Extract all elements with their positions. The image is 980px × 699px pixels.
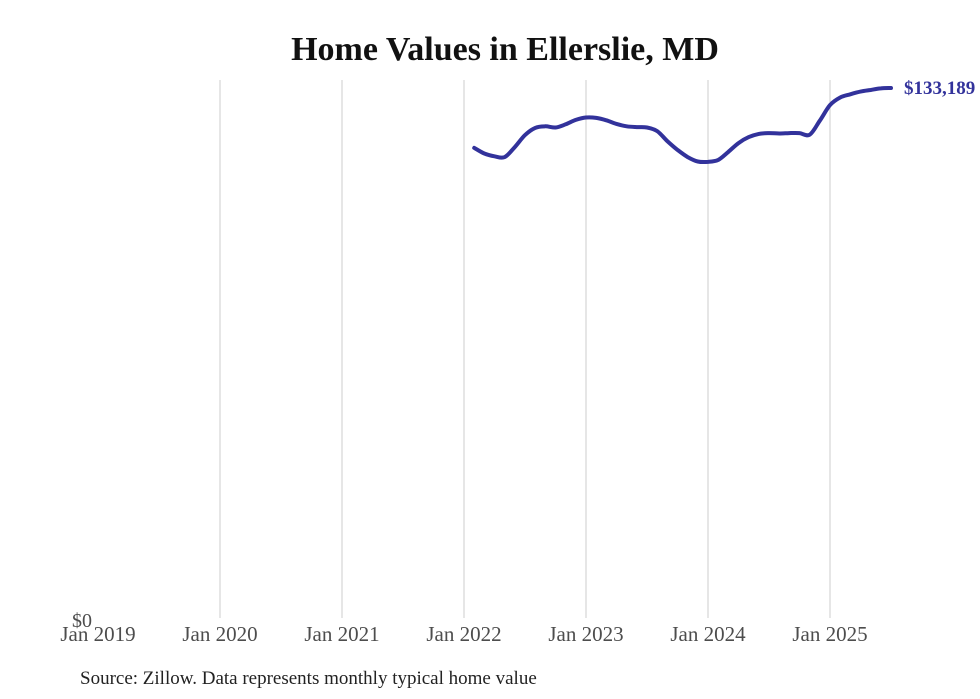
chart-title: Home Values in Ellerslie, MD [291,31,719,68]
x-tick-label: Jan 2020 [182,622,257,646]
x-tick-label: Jan 2023 [548,622,623,646]
x-tick-label: Jan 2021 [304,622,379,646]
gridlines [219,80,831,618]
y-axis-zero-label: $0 [72,610,92,632]
home-value-line [472,86,893,165]
x-tick-label: Jan 2025 [792,622,867,646]
source-note: Source: Zillow. Data represents monthly … [80,668,537,689]
latest-value-label: $133,189 [904,78,975,99]
x-axis-labels: Jan 2019 Jan 2020 Jan 2021 Jan 2022 Jan 2023… [60,622,867,646]
x-tick-label: Jan 2019 [60,622,135,646]
x-tick-label: Jan 2024 [670,622,746,646]
x-tick-label: Jan 2022 [426,622,501,646]
